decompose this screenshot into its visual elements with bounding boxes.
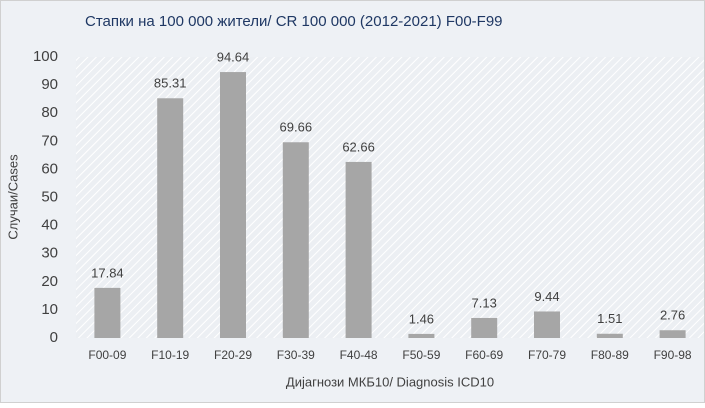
bar: [157, 98, 184, 338]
y-tick-label: 40: [41, 217, 58, 234]
bar: [596, 333, 623, 338]
data-label: 7.13: [472, 295, 497, 310]
y-tick-label: 70: [41, 132, 58, 149]
x-tick-label: F50-59: [402, 348, 440, 362]
x-tick-label: F20-29: [214, 348, 252, 362]
data-label: 85.31: [154, 76, 187, 91]
data-label: 62.66: [342, 139, 375, 154]
y-axis-label: Случаи/Cases: [5, 154, 20, 240]
x-tick-label: F00-09: [88, 348, 126, 362]
x-axis-label: Дијагнози МКБ10/ Diagnosis ICD10: [286, 374, 494, 389]
data-label: 9.44: [534, 289, 559, 304]
x-tick-label: F40-48: [340, 348, 378, 362]
data-label: 1.51: [597, 311, 622, 326]
x-tick-label: F90-98: [654, 348, 692, 362]
data-label: 69.66: [280, 120, 313, 135]
bar: [345, 161, 372, 338]
bar: [534, 311, 560, 338]
bar: [220, 72, 246, 339]
chart-title: Стапки на 100 000 жители/ CR 100 000 (20…: [85, 13, 503, 30]
y-tick-label: 30: [41, 245, 58, 262]
y-tick-label: 50: [41, 188, 58, 205]
y-tick-label: 90: [41, 76, 58, 93]
y-tick-label: 10: [41, 301, 58, 318]
x-tick-label: F60-69: [465, 348, 503, 362]
x-tick-label: F10-19: [151, 348, 189, 362]
y-tick-label: 20: [41, 273, 58, 290]
x-tick-label: F30-39: [277, 348, 315, 362]
y-tick-label: 0: [50, 329, 58, 346]
bar: [94, 287, 121, 338]
bar: [408, 333, 435, 338]
data-label: 2.76: [660, 308, 685, 323]
data-label: 94.64: [217, 49, 250, 64]
y-tick-label: 80: [41, 104, 58, 121]
data-label: 1.46: [409, 311, 434, 326]
data-label: 17.84: [91, 265, 124, 280]
x-tick-label: F70-79: [528, 348, 566, 362]
bar: [659, 330, 686, 338]
bar: [282, 142, 309, 338]
bar: [471, 317, 498, 338]
x-tick-label: F80-89: [591, 348, 629, 362]
y-tick-label: 100: [33, 48, 58, 65]
y-tick-label: 60: [41, 160, 58, 177]
